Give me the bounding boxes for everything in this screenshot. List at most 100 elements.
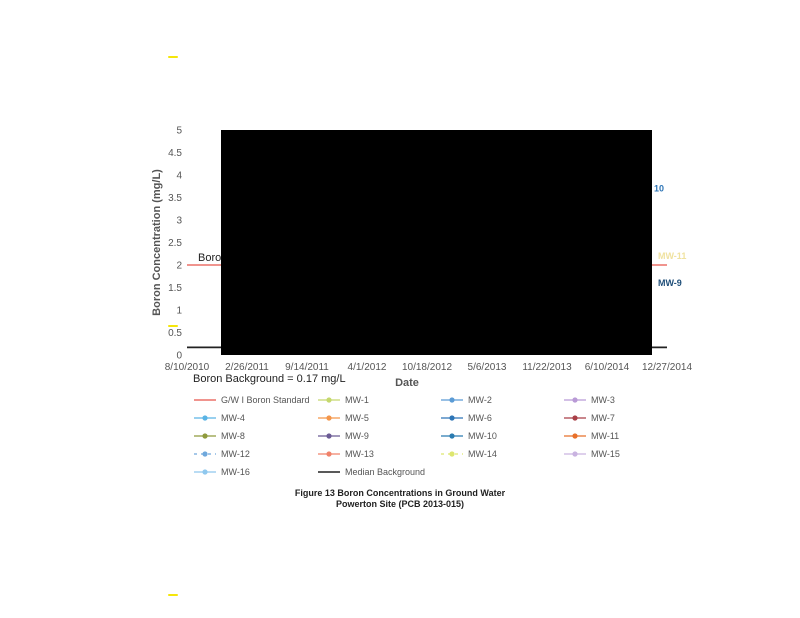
legend-item: MW-13 [317, 445, 440, 463]
x-tick-label: 4/1/2012 [348, 362, 387, 373]
figure-caption: Figure 13 Boron Concentrations in Ground… [0, 488, 800, 510]
legend-swatch [194, 415, 216, 421]
chart-legend: G/W I Boron Standard MW-1 MW-2 MW-3 MW-4 MW-5… [193, 391, 653, 481]
legend-item: MW-2 [440, 391, 563, 409]
x-tick-label: 11/22/2013 [522, 362, 572, 373]
legend-item: MW-14 [440, 445, 563, 463]
y-tick-label: 4.5 [168, 148, 182, 159]
legend-item: MW-8 [193, 427, 317, 445]
x-tick-label: 5/6/2013 [468, 362, 507, 373]
legend-label: MW-13 [345, 449, 374, 459]
legend-label: MW-4 [221, 413, 245, 423]
redacted-plot-region [221, 130, 652, 355]
legend-swatch [441, 415, 463, 421]
legend-item: G/W I Boron Standard [193, 391, 317, 409]
legend-item: MW-12 [193, 445, 317, 463]
boron-chart: 0 0.5 1 1.5 2 2.5 3 3.5 4 4.5 5 8/10/2010 2/26/2011 9… [151, 126, 692, 390]
x-tick-label: 10/18/2012 [402, 362, 452, 373]
legend-swatch [564, 451, 586, 457]
caption-title: Figure 13 Boron Concentrations in Ground… [294, 488, 506, 498]
legend-label: MW-14 [468, 449, 497, 459]
legend-swatch-marker [326, 415, 332, 421]
legend-swatch-marker [202, 415, 208, 421]
x-tick-label: 12/27/2014 [642, 362, 692, 373]
legend-item: MW-10 [440, 427, 563, 445]
legend-swatch [441, 397, 463, 403]
legend-swatch [564, 415, 586, 421]
legend-swatch [318, 433, 340, 439]
legend-swatch-marker [449, 433, 455, 439]
legend-label: MW-7 [591, 413, 615, 423]
legend-label: MW-12 [221, 449, 250, 459]
legend-item: MW-5 [317, 409, 440, 427]
legend-label: MW-9 [345, 431, 369, 441]
legend-swatch [318, 397, 340, 403]
y-tick-label: 3.5 [168, 193, 182, 204]
legend-swatch [318, 415, 340, 421]
legend-item: MW-6 [440, 409, 563, 427]
legend-swatch-marker [202, 469, 208, 475]
legend-label: MW-15 [591, 449, 620, 459]
y-tick-label: 2 [176, 261, 182, 272]
legend-swatch [441, 433, 463, 439]
background-annotation: Boron Background = 0.17 mg/L [193, 373, 346, 385]
x-tick-label: 2/26/2011 [225, 362, 269, 373]
legend-label: MW-10 [468, 431, 497, 441]
x-axis-title: Date [395, 377, 419, 389]
legend-item: MW-9 [317, 427, 440, 445]
legend-item: MW-3 [563, 391, 653, 409]
highlight-mark-bottom [168, 594, 178, 596]
legend-swatch [194, 399, 216, 401]
x-tick-label: 8/10/2010 [165, 362, 210, 373]
legend-label: MW-16 [221, 467, 250, 477]
legend-swatch [564, 433, 586, 439]
legend-item: MW-4 [193, 409, 317, 427]
legend-swatch-marker [449, 415, 455, 421]
legend-swatch-marker [572, 451, 578, 457]
y-tick-label: 1 [176, 306, 182, 317]
legend-label: MW-11 [591, 431, 620, 441]
legend-swatch [441, 451, 463, 457]
legend-swatch-marker [326, 451, 332, 457]
standard-annotation: Boro [198, 252, 221, 264]
y-axis-title: Boron Concentration (mg/L) [151, 169, 163, 316]
legend-label: MW-1 [345, 395, 369, 405]
y-tick-label: 3 [176, 216, 182, 227]
y-tick-label: 1.5 [168, 283, 182, 294]
y-tick-label: 2.5 [168, 238, 182, 249]
legend-label: G/W I Boron Standard [221, 395, 310, 405]
legend-label: MW-6 [468, 413, 492, 423]
legend-swatch [318, 451, 340, 457]
legend-item: MW-15 [563, 445, 653, 463]
legend-swatch-marker [326, 433, 332, 439]
y-tick-label: 4 [176, 171, 182, 182]
legend-swatch-marker [326, 397, 332, 403]
legend-swatch-marker [572, 397, 578, 403]
legend-swatch-marker [202, 433, 208, 439]
caption-subtitle: Powerton Site (PCB 2013-015) [335, 499, 465, 509]
series-callout-label: MW-9 [658, 278, 682, 288]
series-callout-label: 10 [654, 184, 664, 194]
legend-swatch [194, 433, 216, 439]
legend-swatch-marker [449, 397, 455, 403]
legend-label: MW-8 [221, 431, 245, 441]
x-tick-label: 6/10/2014 [585, 362, 630, 373]
legend-swatch [564, 397, 586, 403]
legend-swatch-marker [202, 451, 208, 457]
legend-swatch-marker [572, 415, 578, 421]
legend-swatch [194, 451, 216, 457]
legend-swatch-marker [572, 433, 578, 439]
y-tick-label: 0 [176, 351, 182, 362]
legend-swatch-marker [449, 451, 455, 457]
highlight-mark-top [168, 56, 178, 58]
legend-label: Median Background [345, 467, 426, 477]
legend-label: MW-3 [591, 395, 615, 405]
legend-item: MW-16 [193, 463, 317, 481]
legend-label: MW-2 [468, 395, 492, 405]
legend-item: MW-11 [563, 427, 653, 445]
legend-item: MW-1 [317, 391, 440, 409]
legend-item: MW-7 [563, 409, 653, 427]
legend-item: Median Background [317, 463, 440, 481]
legend-swatch [318, 471, 340, 473]
legend-swatch [194, 469, 216, 475]
